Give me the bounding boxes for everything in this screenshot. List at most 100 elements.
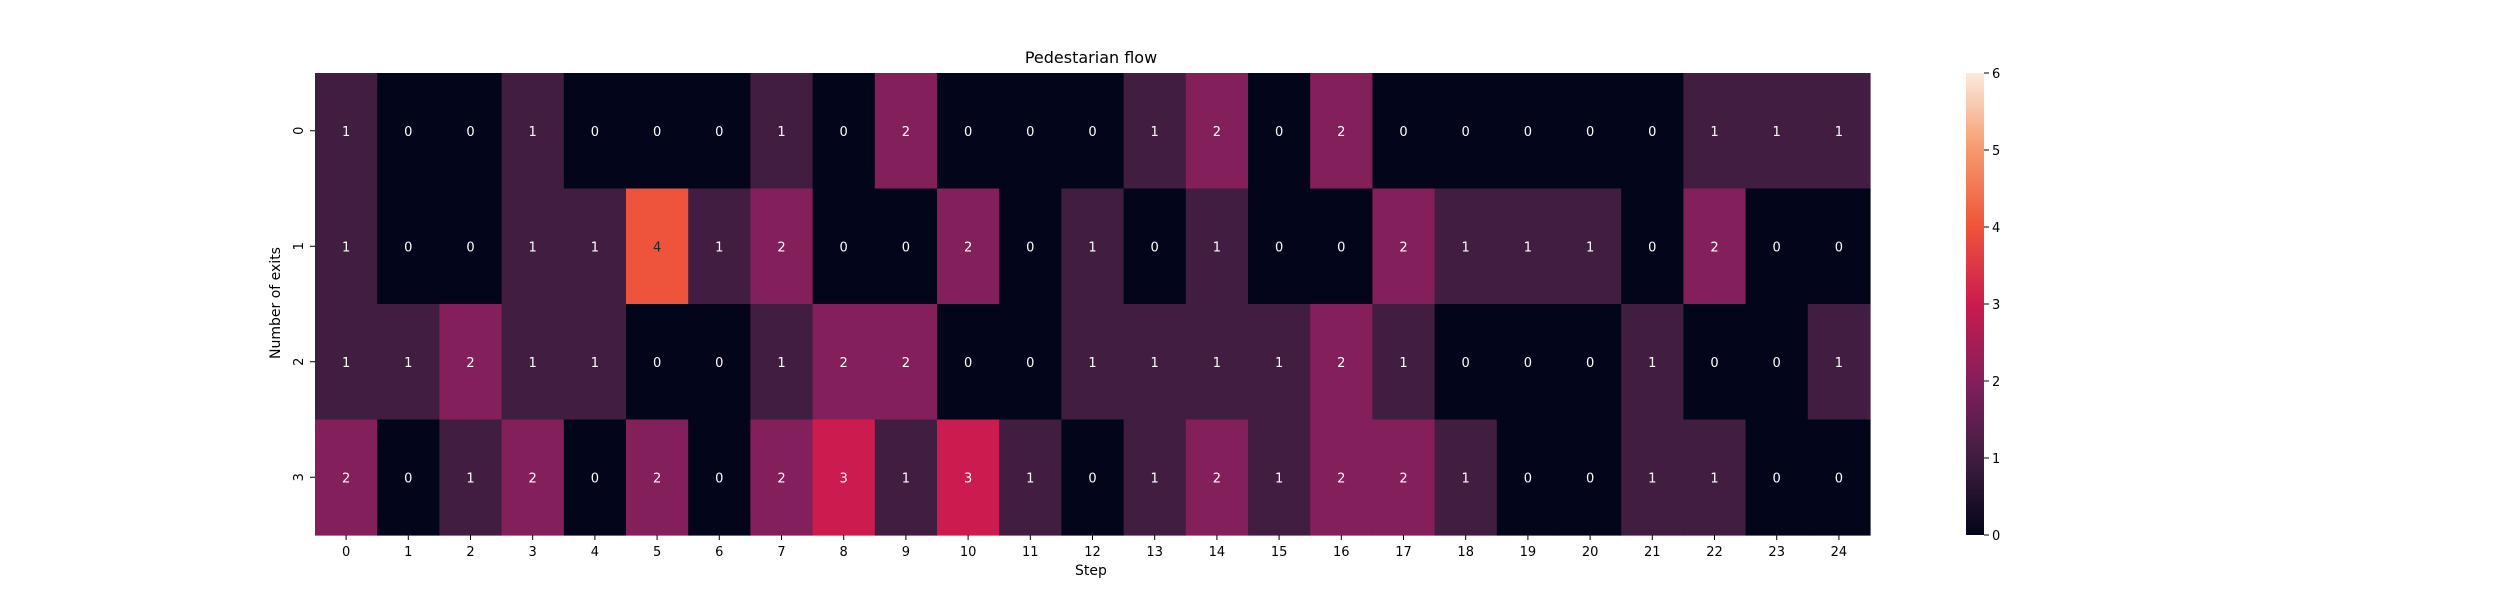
- cell-value-label: 2: [1213, 471, 1221, 486]
- x-tick-label: 9: [902, 545, 910, 560]
- cell-value-label: 2: [1213, 125, 1221, 140]
- cell-value-label: 1: [529, 356, 537, 371]
- x-tick-label: 22: [1706, 545, 1723, 560]
- cell-value-label: 1: [1151, 356, 1159, 371]
- cell-value-label: 2: [1337, 356, 1345, 371]
- heatmap-cell: [1807, 304, 1871, 421]
- heatmap-cell: [812, 304, 876, 421]
- heatmap-cell: [1248, 73, 1311, 190]
- heatmap-cell: [1807, 73, 1871, 190]
- heatmap-cell: [999, 419, 1062, 536]
- cell-value-label: 0: [1524, 471, 1532, 486]
- cell-value-label: 1: [342, 356, 350, 371]
- y-tick-label: 1: [292, 242, 307, 250]
- heatmap-cell: [626, 73, 689, 190]
- x-tick-label: 3: [529, 545, 537, 560]
- cell-value-label: 0: [1026, 356, 1034, 371]
- cell-value-label: 1: [404, 356, 412, 371]
- cell-value-label: 1: [591, 356, 599, 371]
- heatmap-cell: [1372, 188, 1436, 305]
- cell-value-label: 0: [404, 471, 412, 486]
- heatmap-cell: [1745, 304, 1809, 421]
- cell-value-label: 0: [1462, 125, 1470, 140]
- heatmap-cell: [439, 419, 503, 536]
- cell-value-label: 1: [777, 125, 785, 140]
- heatmap-cell: [1621, 304, 1684, 421]
- cell-value-label: 2: [1337, 125, 1345, 140]
- heatmap-cell: [501, 188, 565, 305]
- heatmap-cell: [501, 419, 565, 536]
- heatmap-cell: [1372, 419, 1436, 536]
- cell-value-label: 2: [1710, 240, 1718, 255]
- x-axis-ticks: 0 1 2 3 4 5 6 7 8 9 10 11 12 13 14 15 16 17 18 19 20 21 22 23 24: [342, 535, 1847, 560]
- cell-value-label: 0: [466, 240, 474, 255]
- cell-value-label: 0: [1586, 356, 1594, 371]
- heatmap-cell: [1123, 73, 1187, 190]
- cell-value-label: 0: [715, 125, 723, 140]
- cell-value-label: 1: [1213, 356, 1221, 371]
- cell-value-label: 0: [591, 125, 599, 140]
- heatmap-cell: [1248, 304, 1311, 421]
- heatmap-cell: [1683, 188, 1747, 305]
- heatmap-cell: [688, 304, 751, 421]
- x-tick-label: 11: [1022, 545, 1039, 560]
- heatmap-cell: [1185, 419, 1249, 536]
- heatmap-cell: [1683, 73, 1747, 190]
- heatmap-cell: [999, 73, 1062, 190]
- cell-value-label: 0: [404, 125, 412, 140]
- cell-value-label: 1: [466, 471, 474, 486]
- colorbar-ticks: 0 1 2 3 4 5 6: [1984, 67, 2000, 544]
- heatmap-cell: [937, 419, 1000, 536]
- heatmap-cell: [1061, 73, 1125, 190]
- cell-value-label: 1: [591, 240, 599, 255]
- colorbar-tick-label: 2: [1992, 375, 2000, 390]
- heatmap-cell: [377, 419, 440, 536]
- heatmap-cell: [1123, 188, 1187, 305]
- cell-value-label: 1: [1648, 356, 1656, 371]
- heatmap-cell: [750, 73, 814, 190]
- heatmap-cell: [874, 73, 938, 190]
- cell-value-label: 0: [1524, 356, 1532, 371]
- colorbar-tick-label: 5: [1992, 144, 2000, 159]
- heatmap-cell: [1248, 188, 1311, 305]
- heatmap-cell: [315, 304, 378, 421]
- cell-value-label: 1: [1026, 471, 1034, 486]
- x-tick-label: 20: [1582, 545, 1599, 560]
- cell-value-label: 1: [1524, 240, 1532, 255]
- cell-value-label: 0: [653, 125, 661, 140]
- x-tick-label: 16: [1333, 545, 1350, 560]
- cell-value-label: 2: [466, 356, 474, 371]
- heatmap-cell: [750, 419, 814, 536]
- heatmap-cell: [1123, 419, 1187, 536]
- cell-value-label: 0: [1835, 240, 1843, 255]
- heatmap-cell: [812, 419, 876, 536]
- cell-value-label: 1: [342, 240, 350, 255]
- cell-value-label: 0: [1773, 240, 1781, 255]
- cell-value-label: 1: [1275, 356, 1283, 371]
- cell-value-label: 2: [840, 356, 848, 371]
- heatmap-cell: [812, 188, 876, 305]
- cell-value-label: 0: [902, 240, 910, 255]
- heatmap-cell: [1185, 188, 1249, 305]
- cell-value-label: 0: [1026, 125, 1034, 140]
- x-tick-label: 12: [1084, 545, 1101, 560]
- cell-value-label: 0: [715, 471, 723, 486]
- cell-value-label: 1: [529, 125, 537, 140]
- heatmap-cell: [874, 304, 938, 421]
- heatmap-cell: [1061, 304, 1125, 421]
- cell-value-label: 0: [1524, 125, 1532, 140]
- cell-value-label: 2: [777, 240, 785, 255]
- cell-value-label: 0: [1275, 125, 1283, 140]
- x-tick-label: 17: [1395, 545, 1412, 560]
- heatmap-cell: [626, 188, 689, 305]
- heatmap-cell: [1185, 73, 1249, 190]
- heatmap-cell: [377, 188, 440, 305]
- heatmap-cell: [315, 73, 378, 190]
- x-tick-label: 18: [1457, 545, 1474, 560]
- cell-value-label: 2: [902, 125, 910, 140]
- cell-value-label: 0: [964, 356, 972, 371]
- y-tick-label: 3: [292, 473, 307, 481]
- heatmap-cell: [1310, 73, 1373, 190]
- x-tick-label: 15: [1271, 545, 1288, 560]
